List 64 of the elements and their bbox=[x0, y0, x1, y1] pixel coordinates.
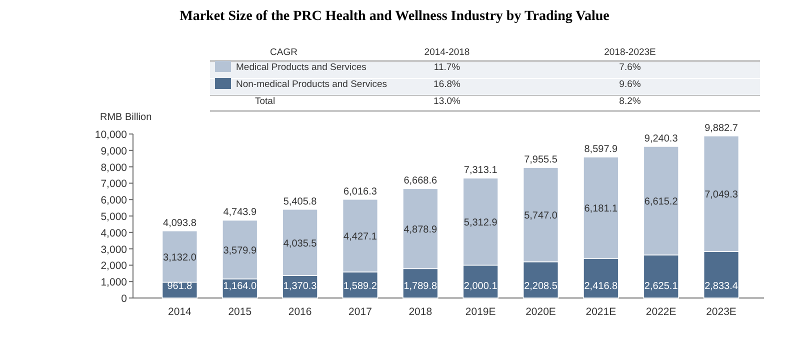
y-tick-label: 9,000 bbox=[100, 145, 128, 158]
data-label: 2,625.1 bbox=[644, 281, 678, 292]
text: 9.6% bbox=[619, 79, 642, 90]
text: 8.2% bbox=[619, 96, 642, 107]
data-label: 2,416.8 bbox=[584, 281, 618, 292]
data-label: 7,049.3 bbox=[704, 190, 738, 201]
x-tick-label: 2017 bbox=[348, 306, 372, 318]
data-label: 6,615.2 bbox=[644, 196, 678, 208]
x-tick-label: 2018 bbox=[408, 306, 432, 318]
total-label: 4,093.8 bbox=[163, 218, 197, 229]
text: 2018-2023E bbox=[604, 47, 656, 58]
x-tick-label: 2019E bbox=[465, 306, 496, 318]
x-tick-label: 2016 bbox=[288, 306, 312, 318]
y-tick-label: 0 bbox=[121, 293, 128, 305]
legend-label: Medical Products and Services bbox=[236, 62, 367, 73]
data-label: 4,878.9 bbox=[404, 224, 438, 236]
legend-label: Non-medical Products and Services bbox=[236, 79, 388, 90]
y-tick-label: 8,000 bbox=[100, 162, 128, 174]
data-label: 2,833.4 bbox=[704, 281, 738, 292]
data-label: 4,427.1 bbox=[344, 232, 378, 243]
chart-title: Market Size of the PRC Health and Wellness Industry by Trading Value bbox=[180, 9, 610, 24]
data-label: 2,000.1 bbox=[464, 281, 498, 292]
text: 7.6% bbox=[619, 62, 642, 73]
x-tick-label: 2022E bbox=[646, 306, 676, 318]
y-tick-label: 1,000 bbox=[100, 276, 128, 289]
data-label: 1,789.8 bbox=[404, 281, 438, 292]
y-tick-label: 5,000 bbox=[100, 211, 128, 223]
data-label: 1,370.3 bbox=[283, 281, 318, 292]
text: 11.7% bbox=[434, 62, 461, 73]
total-label: 4,743.9 bbox=[223, 207, 258, 218]
data-label: 5,312.9 bbox=[464, 218, 498, 229]
y-tick-label: 4,000 bbox=[100, 227, 128, 240]
text: 13.0% bbox=[434, 96, 462, 107]
data-label: 3,132.0 bbox=[163, 252, 197, 264]
data-label: 1,164.0 bbox=[223, 281, 258, 292]
y-tick-label: 7,000 bbox=[100, 178, 128, 190]
text: 16.8% bbox=[434, 79, 462, 90]
text: Total bbox=[255, 96, 276, 107]
data-label: 2,208.5 bbox=[524, 281, 558, 292]
total-label: 6,668.6 bbox=[404, 176, 438, 187]
y-axis-title: RMB Billion bbox=[100, 112, 152, 123]
total-label: 6,016.3 bbox=[344, 186, 378, 198]
data-label: 6,181.1 bbox=[584, 204, 618, 215]
text: CAGR bbox=[270, 47, 298, 58]
total-label: 7,955.5 bbox=[524, 154, 558, 166]
total-label: 5,405.8 bbox=[283, 196, 318, 208]
y-tick-label: 3,000 bbox=[100, 244, 128, 256]
total-label: 9,882.7 bbox=[704, 122, 738, 134]
total-label: 7,313.1 bbox=[464, 165, 498, 176]
total-label: 8,597.9 bbox=[584, 144, 618, 155]
data-label: 4,035.5 bbox=[283, 238, 318, 250]
y-tick-label: 10,000 bbox=[94, 129, 128, 141]
x-tick-label: 2015 bbox=[228, 306, 252, 318]
x-tick-label: 2020E bbox=[526, 306, 556, 318]
data-label: 3,579.9 bbox=[223, 246, 258, 257]
x-tick-label: 2014 bbox=[168, 306, 192, 318]
y-tick-label: 6,000 bbox=[100, 194, 128, 207]
y-tick-label: 2,000 bbox=[100, 260, 128, 272]
data-label: 1,589.2 bbox=[344, 281, 378, 292]
x-tick-label: 2023E bbox=[706, 306, 736, 318]
data-label: 5,747.0 bbox=[524, 210, 558, 222]
total-label: 9,240.3 bbox=[644, 133, 678, 144]
text: 2014-2018 bbox=[424, 47, 470, 58]
x-tick-label: 2021E bbox=[586, 306, 616, 318]
